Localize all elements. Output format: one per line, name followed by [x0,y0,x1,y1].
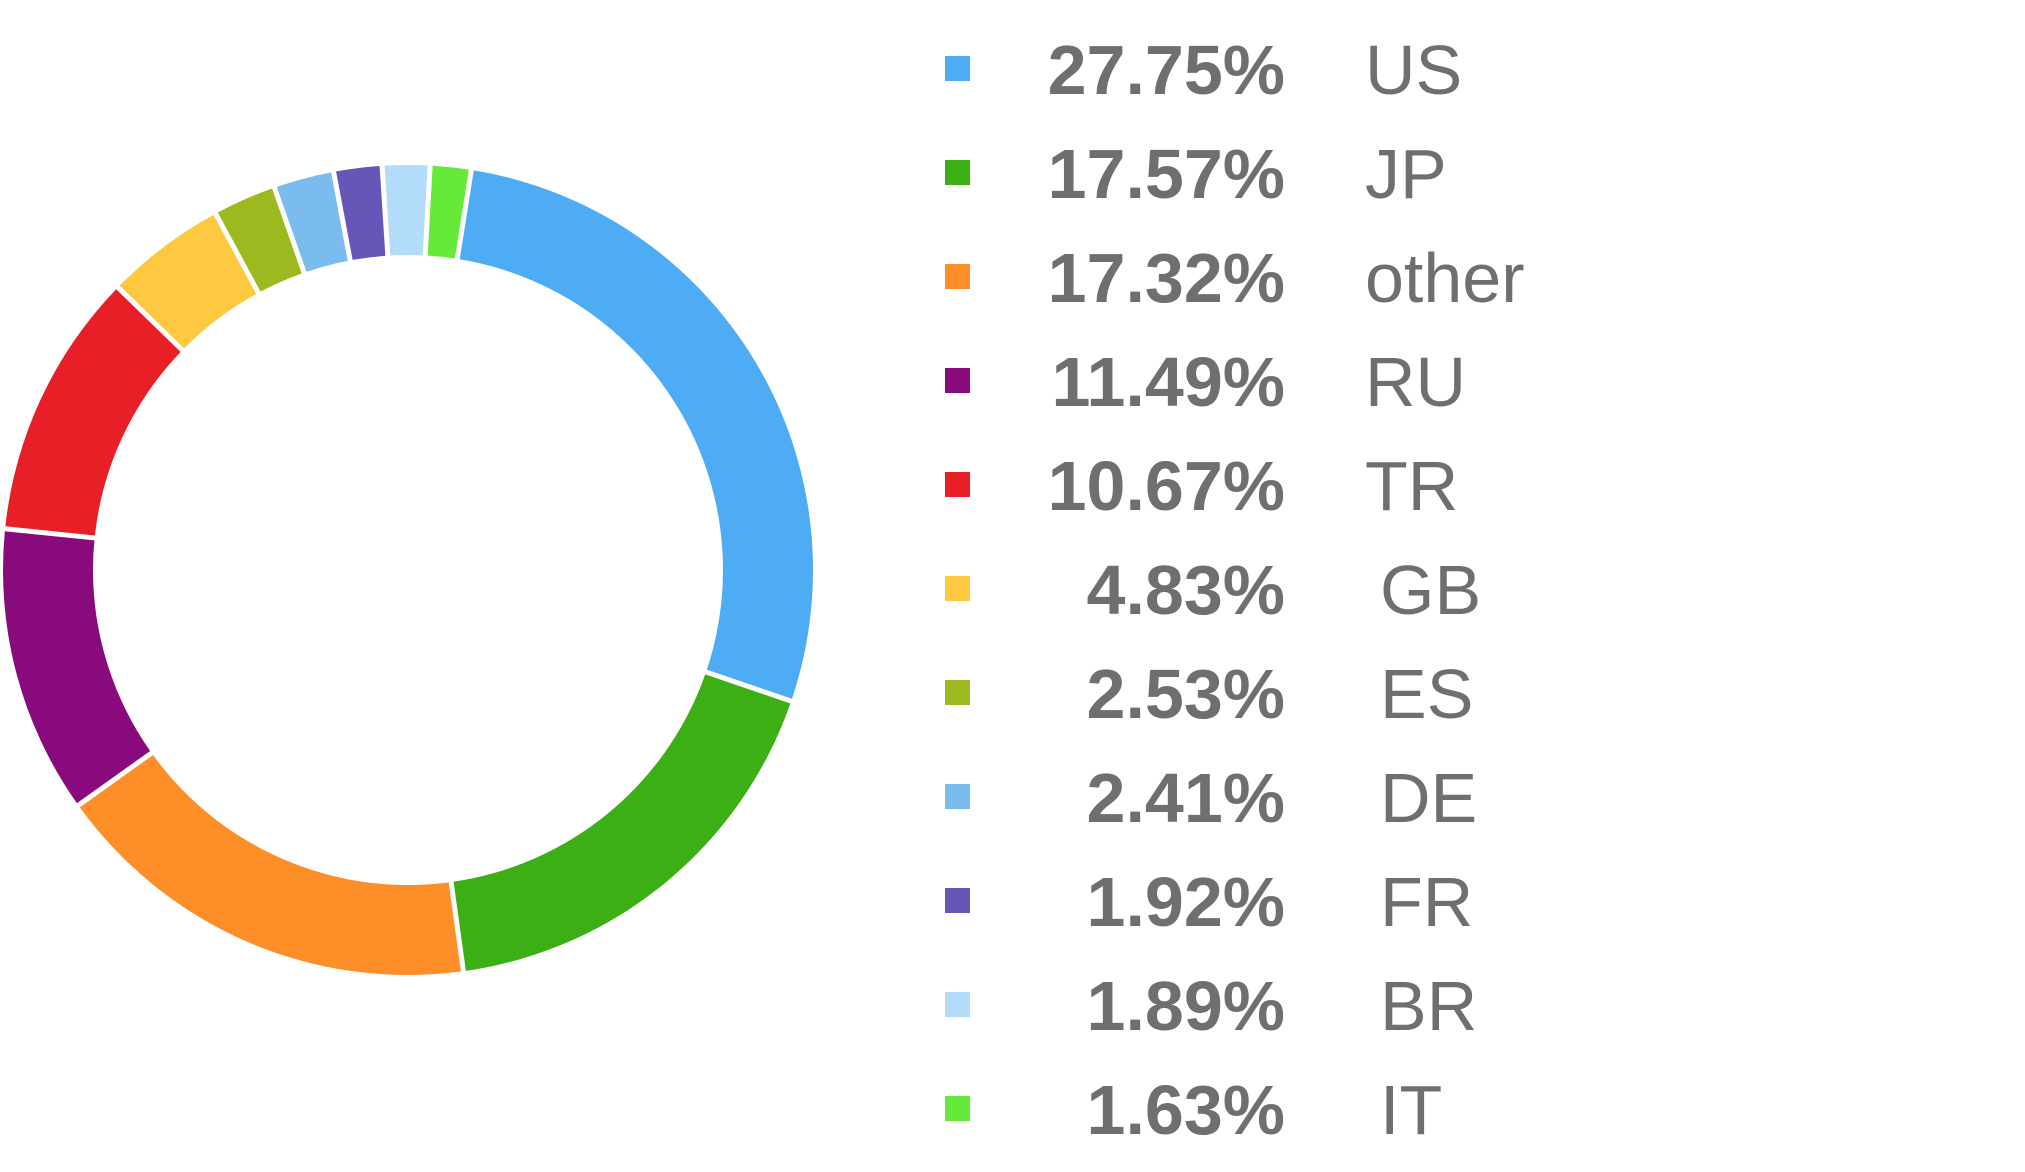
legend-percentage: 11.49% [1051,343,1285,421]
donut-slice-tr [5,289,181,536]
legend-label: RU [1365,343,1467,421]
legend-swatch [945,992,970,1017]
legend-item-us: 27.75% US [930,28,1930,132]
legend-item-ru: 11.49% RU [930,340,1930,444]
legend-swatch [945,888,970,913]
legend-item-br: 1.89% BR [930,964,1930,1068]
legend-label: JP [1365,135,1447,213]
donut-slice-ru [3,531,151,804]
legend-swatch [945,576,970,601]
donut-slice-it [427,165,469,259]
donut-slice-es [217,188,302,292]
legend-label: TR [1365,447,1459,525]
legend-percentage: 17.57% [1047,135,1285,213]
legend-item-it: 1.63% IT [930,1068,1930,1172]
donut-slice-us [459,170,813,699]
legend-label: US [1365,31,1463,109]
legend-percentage: 2.41% [1086,759,1285,837]
donut-slice-gb [119,214,257,349]
legend-label: BR [1380,967,1478,1045]
legend-item-tr: 10.67% TR [930,444,1930,548]
legend-item-gb: 4.83% GB [930,548,1930,652]
legend-percentage: 1.63% [1086,1071,1285,1149]
legend-item-de: 2.41% DE [930,756,1930,860]
legend-swatch [945,1096,970,1121]
legend-label: IT [1380,1071,1443,1149]
legend-swatch [945,56,970,81]
donut-slice-jp [453,674,791,971]
legend-label: FR [1380,863,1474,941]
legend-percentage: 10.67% [1047,447,1285,525]
legend-percentage: 27.75% [1047,31,1285,109]
legend-label: GB [1380,551,1482,629]
donut-slice-de [276,172,348,272]
legend-label: other [1365,239,1525,317]
legend-item-es: 2.53% ES [930,652,1930,756]
legend-percentage: 2.53% [1086,655,1285,733]
legend-item-fr: 1.92% FR [930,860,1930,964]
legend: 27.75% US 17.57% JP 17.32% other 11.49% RU 10.67… [930,28,1930,1172]
legend-item-jp: 17.57% JP [930,132,1930,236]
legend-percentage: 4.83% [1086,551,1285,629]
donut-slice-other [79,755,461,975]
legend-swatch [945,160,970,185]
legend-label: ES [1380,655,1474,733]
legend-swatch [945,472,970,497]
legend-swatch [945,680,970,705]
donut-chart [3,165,813,975]
legend-percentage: 1.92% [1086,863,1285,941]
donut-slice-fr [336,165,386,260]
legend-label: DE [1380,759,1478,837]
legend-swatch [945,784,970,809]
legend-percentage: 1.89% [1086,967,1285,1045]
legend-swatch [945,368,970,393]
legend-item-other: 17.32% other [930,236,1930,340]
donut-slice-br [384,165,428,256]
legend-percentage: 17.32% [1047,239,1285,317]
legend-swatch [945,264,970,289]
